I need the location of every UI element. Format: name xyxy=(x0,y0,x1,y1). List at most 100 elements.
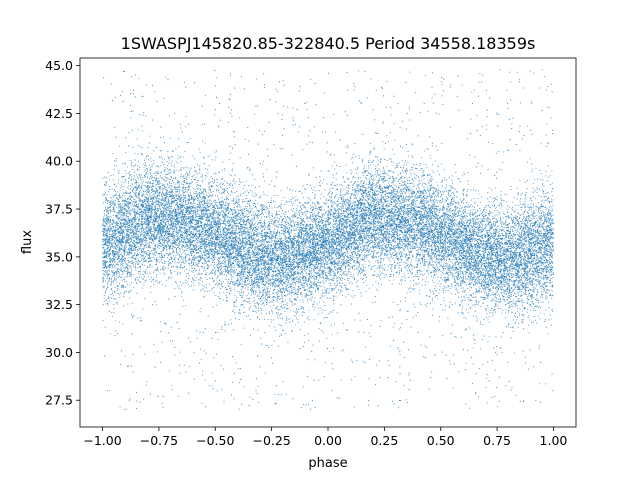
data-point xyxy=(315,290,316,291)
data-point xyxy=(427,220,428,221)
data-point xyxy=(102,260,103,261)
data-point xyxy=(278,309,279,310)
data-point xyxy=(535,234,536,235)
data-point xyxy=(212,181,213,182)
data-point xyxy=(546,265,547,266)
data-point xyxy=(455,189,456,190)
data-point xyxy=(394,214,395,215)
data-point xyxy=(372,179,373,180)
data-point xyxy=(268,213,269,214)
data-point xyxy=(281,233,282,234)
data-point xyxy=(281,325,282,326)
data-point xyxy=(409,257,410,258)
data-point xyxy=(161,156,162,157)
data-point xyxy=(451,237,452,238)
data-point xyxy=(215,235,216,236)
data-point xyxy=(272,274,273,275)
data-point xyxy=(216,283,217,284)
data-point xyxy=(287,230,288,231)
data-point xyxy=(479,292,480,293)
data-point xyxy=(130,218,131,219)
data-point xyxy=(423,172,424,173)
data-point xyxy=(131,222,132,223)
data-point xyxy=(120,268,121,269)
data-point xyxy=(404,177,405,178)
data-point xyxy=(350,267,351,268)
data-point xyxy=(443,270,444,271)
data-point xyxy=(283,304,284,305)
data-point xyxy=(407,225,408,226)
data-point xyxy=(552,228,553,229)
data-point xyxy=(148,181,149,182)
data-point xyxy=(192,181,193,182)
data-point xyxy=(336,258,337,259)
data-point xyxy=(287,294,288,295)
data-point xyxy=(359,185,360,186)
data-point xyxy=(543,196,544,197)
data-point xyxy=(144,223,145,224)
data-point xyxy=(525,194,526,195)
data-point xyxy=(490,295,491,296)
data-point xyxy=(521,232,522,233)
data-point xyxy=(234,225,235,226)
data-point xyxy=(468,297,469,298)
data-point xyxy=(496,243,497,244)
data-point xyxy=(113,304,114,305)
data-point xyxy=(235,216,236,217)
data-point xyxy=(412,254,413,255)
data-point xyxy=(450,208,451,209)
data-point xyxy=(538,315,539,316)
data-point xyxy=(220,186,221,187)
data-point xyxy=(126,204,127,205)
data-point xyxy=(129,160,130,161)
data-point xyxy=(304,265,305,266)
data-point xyxy=(232,269,233,270)
data-point xyxy=(377,243,378,244)
data-point xyxy=(224,170,225,171)
data-point xyxy=(221,281,222,282)
data-point xyxy=(282,233,283,234)
data-point xyxy=(259,319,260,320)
data-point xyxy=(549,222,550,223)
data-point xyxy=(417,227,418,228)
data-point xyxy=(307,299,308,300)
data-point xyxy=(415,274,416,275)
data-point xyxy=(115,298,116,299)
data-point xyxy=(314,272,315,273)
data-point xyxy=(491,272,492,273)
data-point xyxy=(172,240,173,241)
data-point xyxy=(150,157,151,158)
data-point xyxy=(514,353,515,354)
data-point xyxy=(507,240,508,241)
data-point xyxy=(383,258,384,259)
data-point xyxy=(291,295,292,296)
data-point xyxy=(528,332,529,333)
data-point xyxy=(473,348,474,349)
data-point xyxy=(216,211,217,212)
data-point xyxy=(127,227,128,228)
data-point xyxy=(131,176,132,177)
data-point xyxy=(483,282,484,283)
data-point xyxy=(370,226,371,227)
data-point xyxy=(410,264,411,265)
data-point xyxy=(289,299,290,300)
data-point xyxy=(438,270,439,271)
data-point xyxy=(104,260,105,261)
data-point xyxy=(229,159,230,160)
data-point xyxy=(236,196,237,197)
data-point xyxy=(388,234,389,235)
data-point xyxy=(169,253,170,254)
data-point xyxy=(475,265,476,266)
data-point xyxy=(209,213,210,214)
data-point xyxy=(231,288,232,289)
data-point xyxy=(350,170,351,171)
data-point xyxy=(236,257,237,258)
data-point xyxy=(505,312,506,313)
data-point xyxy=(196,257,197,258)
data-point xyxy=(279,291,280,292)
data-point xyxy=(284,214,285,215)
data-point xyxy=(223,203,224,204)
data-point xyxy=(463,278,464,279)
data-point xyxy=(453,267,454,268)
data-point xyxy=(256,307,257,308)
